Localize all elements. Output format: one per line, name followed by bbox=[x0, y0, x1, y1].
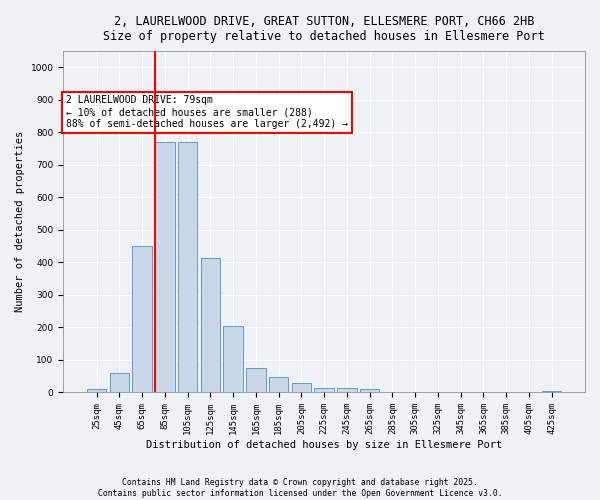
Bar bbox=[314, 388, 334, 392]
Text: 2 LAURELWOOD DRIVE: 79sqm
← 10% of detached houses are smaller (288)
88% of semi: 2 LAURELWOOD DRIVE: 79sqm ← 10% of detac… bbox=[66, 96, 348, 128]
Bar bbox=[223, 326, 243, 392]
X-axis label: Distribution of detached houses by size in Ellesmere Port: Distribution of detached houses by size … bbox=[146, 440, 502, 450]
Bar bbox=[542, 391, 561, 392]
Text: Contains HM Land Registry data © Crown copyright and database right 2025.
Contai: Contains HM Land Registry data © Crown c… bbox=[98, 478, 502, 498]
Bar bbox=[292, 384, 311, 392]
Bar bbox=[337, 388, 356, 392]
Bar bbox=[246, 368, 266, 392]
Bar bbox=[201, 258, 220, 392]
Bar bbox=[155, 142, 175, 393]
Bar bbox=[178, 142, 197, 393]
Y-axis label: Number of detached properties: Number of detached properties bbox=[15, 131, 25, 312]
Bar bbox=[269, 377, 289, 392]
Title: 2, LAURELWOOD DRIVE, GREAT SUTTON, ELLESMERE PORT, CH66 2HB
Size of property rel: 2, LAURELWOOD DRIVE, GREAT SUTTON, ELLES… bbox=[103, 15, 545, 43]
Bar bbox=[133, 246, 152, 392]
Bar bbox=[87, 389, 106, 392]
Bar bbox=[360, 389, 379, 392]
Bar bbox=[110, 373, 129, 392]
